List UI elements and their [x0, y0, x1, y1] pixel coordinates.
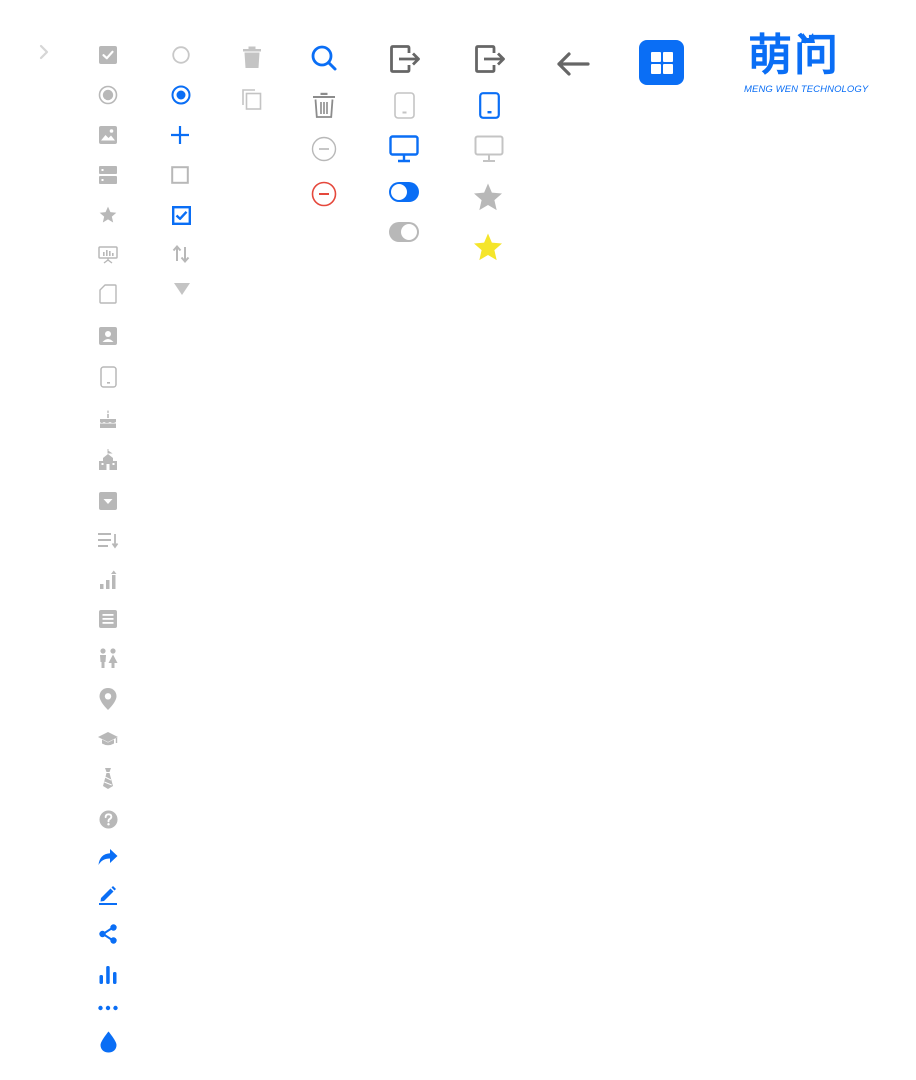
water-drop-icon: [96, 1029, 120, 1055]
chevron-right-icon[interactable]: [34, 42, 54, 62]
edit-pen-icon[interactable]: [96, 883, 120, 907]
contact-card-icon: [96, 324, 120, 348]
graduation-cap-icon: [96, 727, 120, 751]
family-icon: [96, 646, 120, 670]
more-dots-icon[interactable]: [96, 996, 120, 1020]
toggle-on-icon[interactable]: [386, 179, 422, 205]
sort-arrows-icon[interactable]: [169, 242, 193, 266]
tablet-light-icon[interactable]: [390, 90, 418, 120]
trash-filled-icon[interactable]: [240, 44, 264, 70]
dropdown-box-icon[interactable]: [96, 489, 120, 513]
logo-english-text: MENG WEN TECHNOLOGY: [744, 84, 869, 95]
arrow-left-icon[interactable]: [554, 50, 592, 78]
trash-outline-icon[interactable]: [310, 90, 338, 120]
remove-circle-gray-icon[interactable]: [310, 135, 338, 163]
sort-list-icon[interactable]: [96, 528, 120, 552]
tablet-blue-icon[interactable]: [475, 90, 503, 120]
logout-dark-icon-2[interactable]: [473, 44, 507, 74]
logout-dark-icon[interactable]: [388, 44, 422, 74]
article-icon: [96, 607, 120, 631]
monitor-blue-icon[interactable]: [387, 134, 421, 164]
plus-icon[interactable]: [168, 123, 192, 147]
bar-chart-icon[interactable]: [96, 962, 120, 986]
image-icon: [96, 123, 120, 147]
star-yellow-icon[interactable]: [470, 230, 506, 264]
birthday-cake-icon: [96, 407, 120, 431]
businessman-tie-icon: [96, 766, 120, 790]
copy-icon[interactable]: [239, 86, 265, 112]
star-gray-small-icon[interactable]: [96, 203, 120, 227]
checkbox-checked-gray-icon[interactable]: [96, 43, 120, 67]
logo-chinese-text: 萌问: [748, 30, 840, 81]
cat-ears-icon: [801, 33, 815, 43]
toggle-off-icon[interactable]: [386, 219, 422, 245]
radio-unselected-icon[interactable]: [169, 43, 193, 67]
checkbox-unchecked-icon[interactable]: [168, 163, 192, 187]
checkbox-checked-blue-icon[interactable]: [169, 203, 193, 227]
brand-logo: 萌问 MENG WEN TECHNOLOGY: [742, 30, 868, 96]
help-question-icon[interactable]: [96, 807, 120, 831]
server-icon: [96, 163, 120, 187]
share-nodes-icon[interactable]: [96, 922, 120, 946]
triangle-down-icon[interactable]: [170, 277, 194, 301]
share-forward-icon[interactable]: [96, 845, 120, 869]
tablet-gray-icon: [96, 365, 120, 389]
grid-menu-icon[interactable]: [639, 40, 684, 85]
document-icon: [96, 282, 120, 306]
location-pin-icon: [96, 687, 120, 711]
search-icon[interactable]: [309, 43, 339, 73]
presentation-chart-icon: [96, 243, 120, 267]
remove-circle-red-icon[interactable]: [310, 180, 338, 208]
radio-selected-gray-icon[interactable]: [96, 83, 120, 107]
school-building-icon: [96, 448, 120, 472]
radio-selected-blue-icon[interactable]: [169, 83, 193, 107]
monitor-gray-icon[interactable]: [472, 134, 506, 164]
star-gray-large-icon[interactable]: [470, 180, 506, 214]
growth-bar-chart-icon: [96, 568, 120, 592]
